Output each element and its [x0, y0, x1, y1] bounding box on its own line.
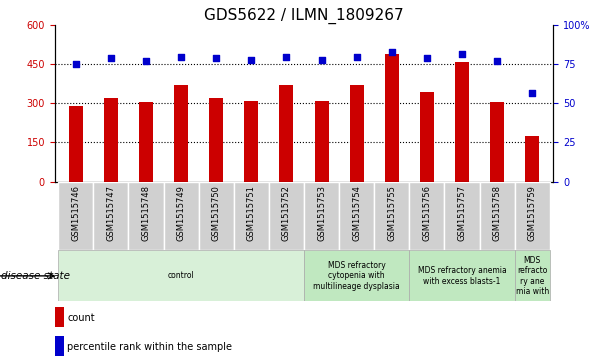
Bar	[490, 102, 504, 182]
Bar	[420, 92, 434, 182]
Point	[492, 58, 502, 64]
Point	[457, 50, 467, 56]
Text: GSM1515753: GSM1515753	[317, 185, 326, 241]
Bar	[104, 98, 118, 182]
Text: MDS refractory
cytopenia with
multilineage dysplasia: MDS refractory cytopenia with multilinea…	[313, 261, 400, 291]
Bar	[314, 101, 328, 182]
Text: GSM1515751: GSM1515751	[247, 185, 256, 241]
Text: MDS
refracto
ry ane
mia with: MDS refracto ry ane mia with	[516, 256, 549, 296]
Bar	[199, 182, 234, 250]
Bar	[385, 54, 399, 182]
Bar	[69, 106, 83, 182]
Bar	[58, 250, 304, 301]
Point	[317, 57, 326, 63]
Text: control: control	[168, 272, 195, 280]
Point	[212, 55, 221, 61]
Bar	[514, 182, 550, 250]
Point	[106, 55, 116, 61]
Bar	[280, 85, 294, 182]
Bar	[350, 85, 364, 182]
Bar	[455, 62, 469, 182]
Bar	[444, 182, 480, 250]
Bar	[174, 85, 188, 182]
Text: GSM1515746: GSM1515746	[71, 185, 80, 241]
Text: GSM1515747: GSM1515747	[106, 185, 116, 241]
Text: GSM1515754: GSM1515754	[352, 185, 361, 241]
Text: GSM1515755: GSM1515755	[387, 185, 396, 241]
Bar	[409, 250, 514, 301]
Text: disease state: disease state	[1, 271, 69, 281]
Text: GSM1515752: GSM1515752	[282, 185, 291, 241]
Bar	[374, 182, 409, 250]
Bar	[339, 182, 374, 250]
Title: GDS5622 / ILMN_1809267: GDS5622 / ILMN_1809267	[204, 8, 404, 24]
Text: GSM1515756: GSM1515756	[423, 185, 432, 241]
Bar	[139, 102, 153, 182]
Text: count: count	[67, 313, 95, 323]
Text: GSM1515758: GSM1515758	[492, 185, 502, 241]
Bar	[94, 182, 128, 250]
Text: GSM1515749: GSM1515749	[176, 185, 185, 241]
Bar	[58, 182, 94, 250]
Bar	[304, 250, 409, 301]
Point	[246, 57, 256, 63]
Text: GSM1515748: GSM1515748	[142, 185, 151, 241]
Bar	[55, 336, 64, 356]
Bar	[164, 182, 199, 250]
Point	[527, 90, 537, 95]
Point	[282, 54, 291, 60]
Bar	[209, 98, 223, 182]
Bar	[480, 182, 514, 250]
Text: GSM1515759: GSM1515759	[528, 185, 537, 241]
Bar	[269, 182, 304, 250]
Point	[176, 54, 186, 60]
Bar	[244, 101, 258, 182]
Bar	[55, 307, 64, 327]
Bar	[409, 182, 444, 250]
Point	[352, 54, 362, 60]
Text: GSM1515750: GSM1515750	[212, 185, 221, 241]
Bar	[525, 136, 539, 182]
Point	[141, 58, 151, 64]
Point	[71, 61, 81, 68]
Bar	[234, 182, 269, 250]
Bar	[304, 182, 339, 250]
Bar	[514, 250, 550, 301]
Bar	[128, 182, 164, 250]
Point	[422, 55, 432, 61]
Text: percentile rank within the sample: percentile rank within the sample	[67, 342, 232, 352]
Text: MDS refractory anemia
with excess blasts-1: MDS refractory anemia with excess blasts…	[418, 266, 506, 286]
Text: GSM1515757: GSM1515757	[457, 185, 466, 241]
Point	[387, 49, 396, 55]
